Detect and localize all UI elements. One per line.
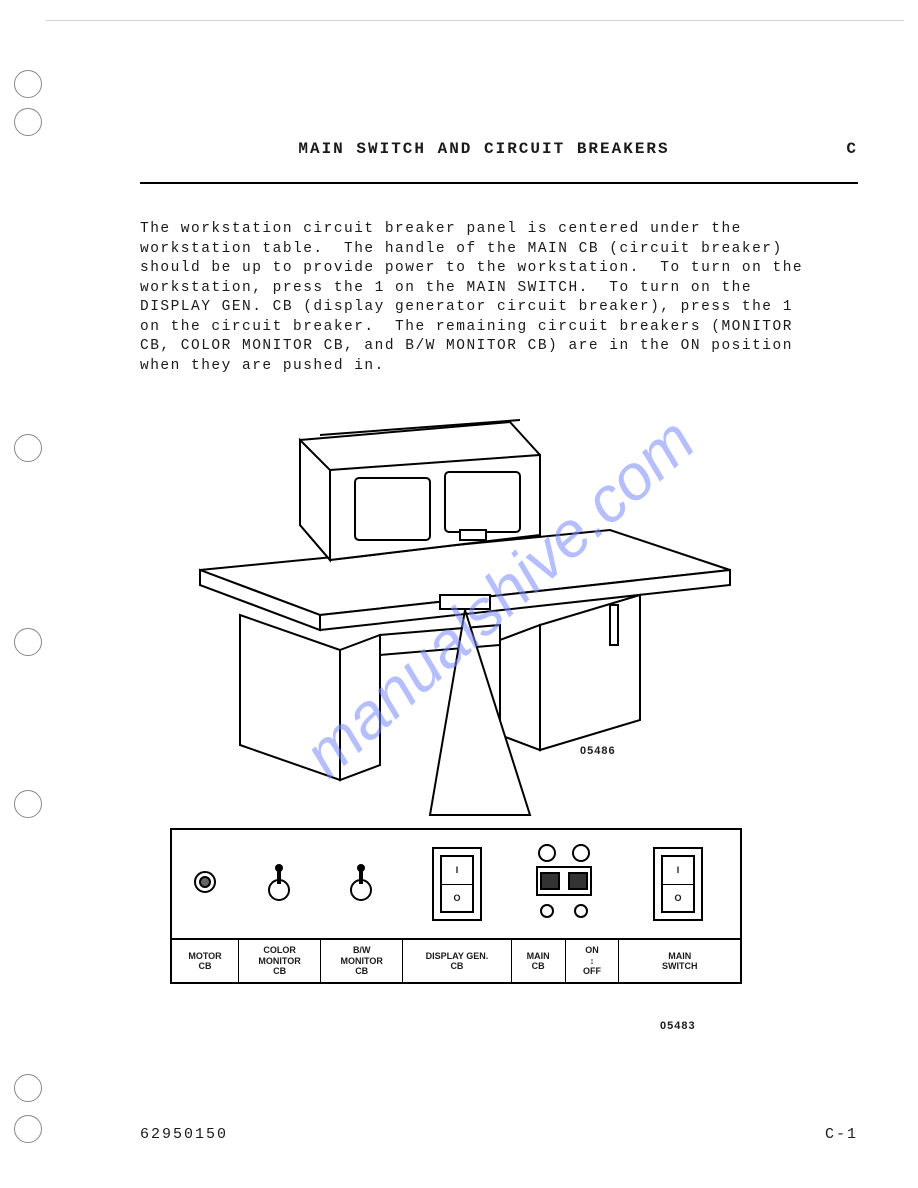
panel-label-line: DISPLAY GEN.: [405, 951, 508, 961]
body-paragraph: The workstation circuit breaker panel is…: [140, 220, 858, 377]
footer-doc-number: 62950150: [140, 1126, 228, 1143]
punch-hole: [14, 1074, 42, 1102]
panel-label-line: CB: [514, 961, 563, 971]
punch-hole: [14, 628, 42, 656]
punch-hole: [14, 1115, 42, 1143]
main-switch: I O: [616, 847, 740, 921]
header-title: MAIN SWITCH AND CIRCUIT BREAKERS: [140, 140, 828, 158]
breaker-panel-labels: MOTORCBCOLORMONITORCBB/WMONITORCBDISPLAY…: [172, 938, 740, 982]
panel-label-cell: DISPLAY GEN.CB: [403, 940, 511, 982]
breaker-panel: I O: [170, 828, 742, 984]
rocker-top-label: I: [663, 857, 693, 884]
panel-label-cell: COLORMONITORCB: [239, 940, 321, 982]
workstation-svg: [170, 400, 770, 820]
punch-hole: [14, 108, 42, 136]
panel-label-line: MOTOR: [174, 951, 236, 961]
page-top-edge: [46, 20, 904, 21]
panel-label-line: CB: [174, 961, 236, 971]
panel-label-line: OFF: [568, 966, 617, 976]
rocker-top-label: I: [442, 857, 472, 884]
punch-hole: [14, 434, 42, 462]
page-header: MAIN SWITCH AND CIRCUIT BREAKERS C: [140, 140, 858, 158]
panel-label-line: CB: [405, 961, 508, 971]
rocker-bottom-label: O: [663, 885, 693, 912]
panel-label-line: MAIN: [621, 951, 738, 961]
panel-label-cell: MOTORCB: [172, 940, 239, 982]
panel-label-line: ON: [568, 945, 617, 955]
figure-label-panel: 05483: [660, 1020, 696, 1032]
breaker-panel-controls: I O: [172, 830, 740, 938]
punch-hole: [14, 70, 42, 98]
panel-label-line: B/W: [323, 945, 400, 955]
panel-label-cell: MAINSWITCH: [619, 940, 740, 982]
workstation-diagram: [170, 400, 770, 820]
figure-label-desk: 05486: [580, 745, 616, 757]
panel-label-line: SWITCH: [621, 961, 738, 971]
color-monitor-cb-button: [238, 862, 320, 907]
footer-page-number: C-1: [825, 1126, 858, 1143]
panel-label-line: MAIN: [514, 951, 563, 961]
panel-label-line: COLOR: [241, 945, 318, 955]
panel-label-line: ↕: [568, 956, 617, 966]
panel-label-line: MONITOR: [241, 956, 318, 966]
panel-label-cell: ON↕OFF: [566, 940, 620, 982]
panel-label-cell: MAINCB: [512, 940, 566, 982]
panel-label-line: CB: [323, 966, 400, 976]
document-page: MAIN SWITCH AND CIRCUIT BREAKERS C The w…: [0, 0, 918, 1188]
main-cb-fuse: [512, 837, 616, 932]
panel-label-line: MONITOR: [323, 956, 400, 966]
display-gen-cb-switch: I O: [402, 847, 512, 921]
panel-label-line: CB: [241, 966, 318, 976]
rocker-bottom-label: O: [442, 885, 472, 912]
panel-label-cell: B/WMONITORCB: [321, 940, 403, 982]
bw-monitor-cb-button: [320, 862, 402, 907]
header-section-letter: C: [828, 140, 858, 158]
motor-cb-button: [172, 869, 238, 900]
punch-hole: [14, 790, 42, 818]
header-rule: [140, 182, 858, 184]
